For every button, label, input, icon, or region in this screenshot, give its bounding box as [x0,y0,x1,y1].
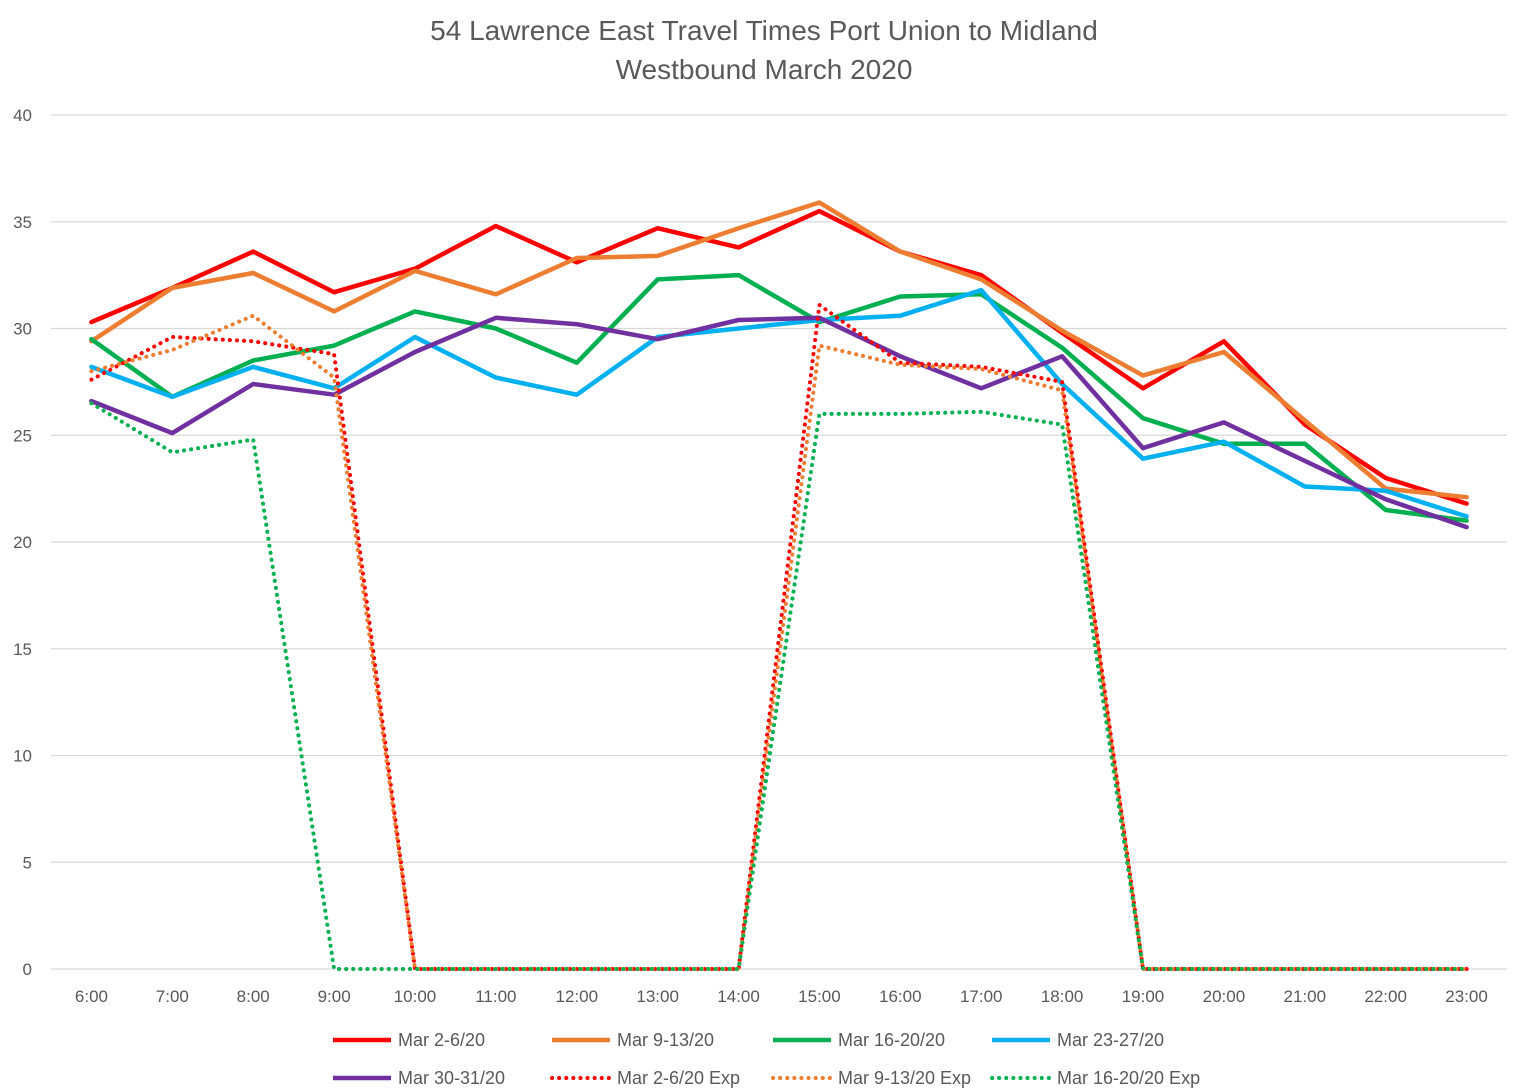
legend-label: Mar 23-27/20 [1057,1030,1164,1050]
chart-subtitle: Westbound March 2020 [616,54,913,85]
y-tick-label: 35 [13,213,32,232]
x-tick-label: 16:00 [879,987,922,1006]
x-tick-label: 23:00 [1445,987,1488,1006]
x-tick-label: 7:00 [156,987,189,1006]
x-tick-label: 19:00 [1122,987,1165,1006]
x-tick-label: 18:00 [1041,987,1084,1006]
legend-item: Mar 23-27/20 [992,1030,1164,1050]
series-line-5 [89,303,1469,971]
x-tick-label: 20:00 [1203,987,1246,1006]
x-tick-label: 21:00 [1284,987,1327,1006]
legend-item: Mar 9-13/20 [552,1030,714,1050]
y-tick-label: 0 [23,960,32,979]
legend-item: Mar 2-6/20 Exp [550,1068,740,1088]
x-tick-label: 22:00 [1364,987,1407,1006]
series-line-7 [89,401,1469,971]
x-tick-label: 15:00 [798,987,841,1006]
x-tick-label: 17:00 [960,987,1003,1006]
series-line-3 [89,287,1469,519]
y-tick-label: 20 [13,533,32,552]
series-layer [89,200,1469,971]
y-tick-label: 25 [13,426,32,445]
legend-item: Mar 16-20/20 [773,1030,945,1050]
legend-label: Mar 9-13/20 [617,1030,714,1050]
series-line-4 [89,315,1469,530]
x-tick-label: 14:00 [717,987,760,1006]
legend: Mar 2-6/20 Mar 9-13/20 Mar 16-20/20 Mar 23-… [333,1030,1200,1088]
series-line-2 [89,272,1469,523]
legend-label: Mar 2-6/20 [398,1030,485,1050]
y-tick-label: 10 [13,747,32,766]
legend-label: Mar 9-13/20 Exp [838,1068,971,1088]
y-tick-label: 30 [13,320,32,339]
x-tick-label: 8:00 [237,987,270,1006]
x-tick-label: 10:00 [394,987,437,1006]
legend-label: Mar 30-31/20 [398,1068,505,1088]
legend-label: Mar 16-20/20 Exp [1057,1068,1200,1088]
y-tick-label: 40 [13,106,32,125]
legend-item: Mar 16-20/20 Exp [990,1068,1200,1088]
series-line-0 [89,208,1469,506]
x-tick-label: 12:00 [556,987,599,1006]
chart-title: 54 Lawrence East Travel Times Port Union… [430,15,1098,46]
y-tick-label: 15 [13,640,32,659]
series-line-6 [89,313,1469,971]
grid-layer [51,114,1507,970]
legend-item: Mar 30-31/20 [333,1068,505,1088]
x-tick-label: 11:00 [475,987,516,1006]
legend-label: Mar 2-6/20 Exp [617,1068,740,1088]
legend-item: Mar 2-6/20 [333,1030,485,1050]
x-tick-label: 9:00 [318,987,351,1006]
legend-label: Mar 16-20/20 [838,1030,945,1050]
x-axis: 6:00 7:00 8:00 9:00 10:00 11:00 12:00 13:00 14:0… [75,987,1488,1006]
x-tick-label: 13:00 [636,987,679,1006]
x-tick-label: 6:00 [75,987,108,1006]
y-tick-label: 5 [23,853,32,872]
y-axis: 0 5 10 15 20 25 30 35 40 [13,106,32,979]
legend-item: Mar 9-13/20 Exp [771,1068,971,1088]
series-line-1 [89,200,1469,500]
